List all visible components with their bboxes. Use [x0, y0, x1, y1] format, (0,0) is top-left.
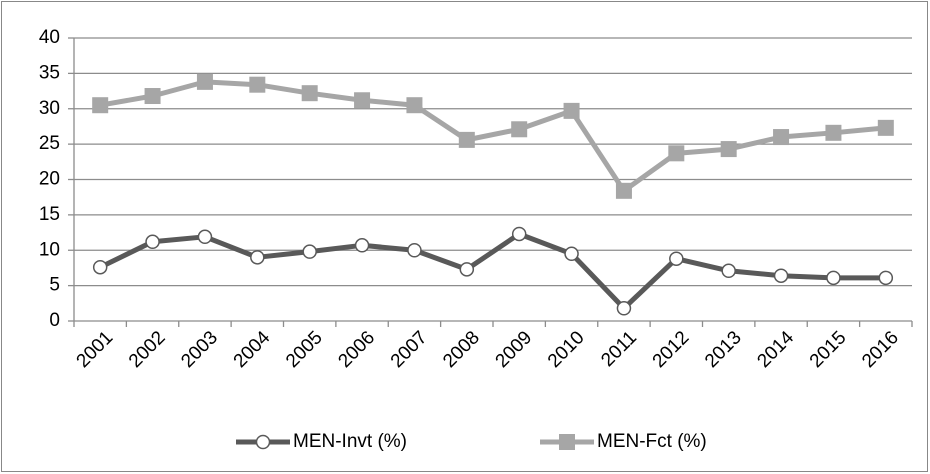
data-point	[301, 85, 318, 102]
y-tick-label: 35	[39, 62, 60, 83]
y-tick-label: 0	[49, 310, 60, 331]
legend-label: MEN-Invt (%)	[293, 431, 407, 452]
data-point	[406, 97, 423, 114]
data-point	[877, 119, 894, 136]
data-point	[669, 251, 684, 266]
y-tick-label: 40	[39, 27, 60, 48]
data-point	[564, 246, 579, 262]
data-point	[302, 244, 317, 259]
data-point	[668, 145, 685, 162]
data-point	[826, 270, 841, 286]
data-point	[458, 131, 475, 148]
series-line	[99, 231, 886, 311]
data-point	[721, 263, 736, 279]
data-point	[250, 250, 265, 265]
y-tick-label: 20	[39, 169, 60, 190]
data-point	[616, 301, 632, 316]
data-point	[773, 129, 790, 146]
data-point	[407, 243, 422, 258]
data-point	[615, 182, 632, 199]
legend-marker	[559, 434, 575, 450]
data-point	[511, 226, 527, 242]
data-point	[197, 229, 213, 245]
data-point	[196, 73, 213, 90]
data-point	[354, 92, 371, 109]
y-tick-label: 5	[49, 275, 60, 296]
legend-label: MEN-Fct (%)	[597, 431, 707, 452]
data-point	[773, 268, 789, 283]
data-point	[354, 238, 370, 253]
data-point	[92, 259, 108, 275]
y-tick-label: 15	[39, 204, 60, 225]
data-point	[144, 88, 161, 105]
data-point	[720, 141, 737, 158]
data-point	[249, 76, 266, 93]
data-point	[92, 97, 109, 114]
data-point	[145, 234, 160, 250]
y-tick-label: 10	[39, 239, 60, 260]
data-point	[563, 102, 580, 119]
y-tick-label: 25	[39, 133, 60, 154]
data-point	[511, 121, 528, 138]
y-tick-label: 30	[39, 98, 60, 119]
data-point	[878, 270, 894, 286]
series-line	[99, 79, 887, 194]
data-point	[459, 262, 475, 277]
legend-marker	[255, 434, 271, 450]
data-point	[825, 124, 842, 141]
